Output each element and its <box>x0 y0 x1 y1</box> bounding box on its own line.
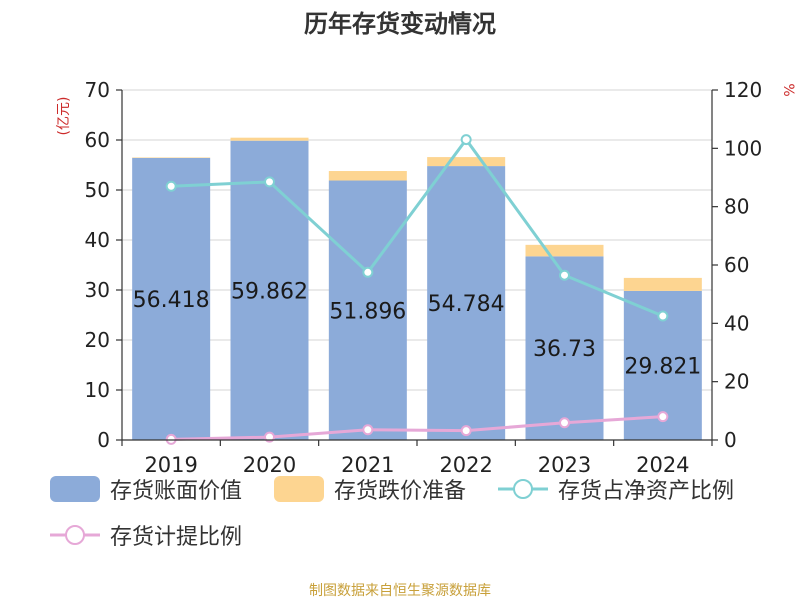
point-net-asset-ratio <box>362 266 374 278</box>
legend-provision-ratio-label: 存货计提比例 <box>110 525 242 550</box>
bar-value-label: 51.896 <box>329 299 406 324</box>
bar-impairment <box>525 244 604 257</box>
right-axis-tick-label: 20 <box>724 370 749 394</box>
left-axis-tick-label: 60 <box>85 128 110 152</box>
legend-book-value-label: 存货账面价值 <box>110 479 242 504</box>
point-net-asset-ratio <box>165 180 177 192</box>
bar-book-value <box>132 157 211 440</box>
right-axis-tick-label: 100 <box>724 136 762 160</box>
right-axis-tick-label: 40 <box>724 311 749 335</box>
line-net-asset-ratio <box>171 137 664 318</box>
bar-impairment <box>230 137 309 141</box>
bar-value-label: 56.418 <box>133 288 210 313</box>
x-axis-tick-label: 2020 <box>243 453 296 477</box>
legend-impairment-label: 存货跌价准备 <box>334 479 466 504</box>
x-axis-tick-label: 2019 <box>144 453 197 477</box>
chart-title: 历年存货变动情况 <box>304 10 496 38</box>
right-axis-tick-label: 80 <box>724 195 749 219</box>
bar-impairment <box>623 277 702 291</box>
legend-net-asset-ratio-label: 存货占净资产比例 <box>558 479 734 504</box>
right-axis-tick-label: 60 <box>724 253 749 277</box>
left-axis-unit: (亿元) <box>56 97 72 136</box>
point-provision-ratio <box>460 425 472 437</box>
left-axis-tick-label: 20 <box>85 328 110 352</box>
x-axis-tick-label: 2024 <box>636 453 689 477</box>
left-axis-tick-label: 30 <box>85 278 110 302</box>
right-axis-tick-label: 0 <box>724 428 737 452</box>
bars <box>132 137 702 440</box>
point-provision-ratio <box>362 424 374 436</box>
bar-book-value <box>328 180 407 440</box>
point-provision-ratio <box>559 417 570 429</box>
bar-impairment <box>132 157 211 158</box>
bar-impairment <box>328 171 407 181</box>
grid-lines <box>122 89 712 391</box>
right-axis-tick-label: 120 <box>724 78 762 102</box>
legend-provision-ratio-swatch-marker <box>65 525 85 545</box>
x-axis-tick-label: 2021 <box>341 453 394 477</box>
lines <box>165 134 669 445</box>
point-provision-ratio <box>657 411 669 423</box>
legend-impairment-swatch <box>274 476 324 502</box>
bar-value-label: 29.821 <box>624 354 701 379</box>
right-axis-unit: % <box>780 83 796 96</box>
line-provision-ratio <box>171 415 663 441</box>
left-axis-tick-label: 0 <box>97 428 110 452</box>
left-axis-tick-label: 40 <box>85 228 110 252</box>
bar-book-value <box>230 140 309 440</box>
x-axis-tick-label: 2023 <box>538 453 591 477</box>
legend-net-asset-ratio-swatch-marker <box>513 479 533 499</box>
bar-value-label: 36.73 <box>533 337 596 362</box>
point-net-asset-ratio <box>559 269 570 281</box>
point-net-asset-ratio <box>264 176 275 188</box>
bar-impairment <box>427 157 506 167</box>
legend-book-value-swatch <box>50 476 100 502</box>
x-axis-tick-label: 2022 <box>439 453 492 477</box>
axes: 0 10 20 30 40 50 60 70 (亿元) 0 20 40 60 80 100 120 % 2019 2… <box>56 78 796 477</box>
bar-value-labels: 56.418 59.862 51.896 54.784 36.73 29.821 <box>133 279 702 379</box>
left-axis-tick-label: 50 <box>85 178 110 202</box>
left-axis-tick-label: 70 <box>85 78 110 102</box>
point-net-asset-ratio <box>460 134 472 146</box>
data-source-note: 制图数据来自恒生聚源数据库 <box>309 583 491 599</box>
bar-book-value <box>427 166 506 440</box>
point-net-asset-ratio <box>657 310 669 322</box>
point-provision-ratio <box>264 431 275 443</box>
bar-value-label: 54.784 <box>428 292 505 317</box>
bar-value-label: 59.862 <box>231 279 308 304</box>
left-axis-tick-label: 10 <box>85 378 110 402</box>
